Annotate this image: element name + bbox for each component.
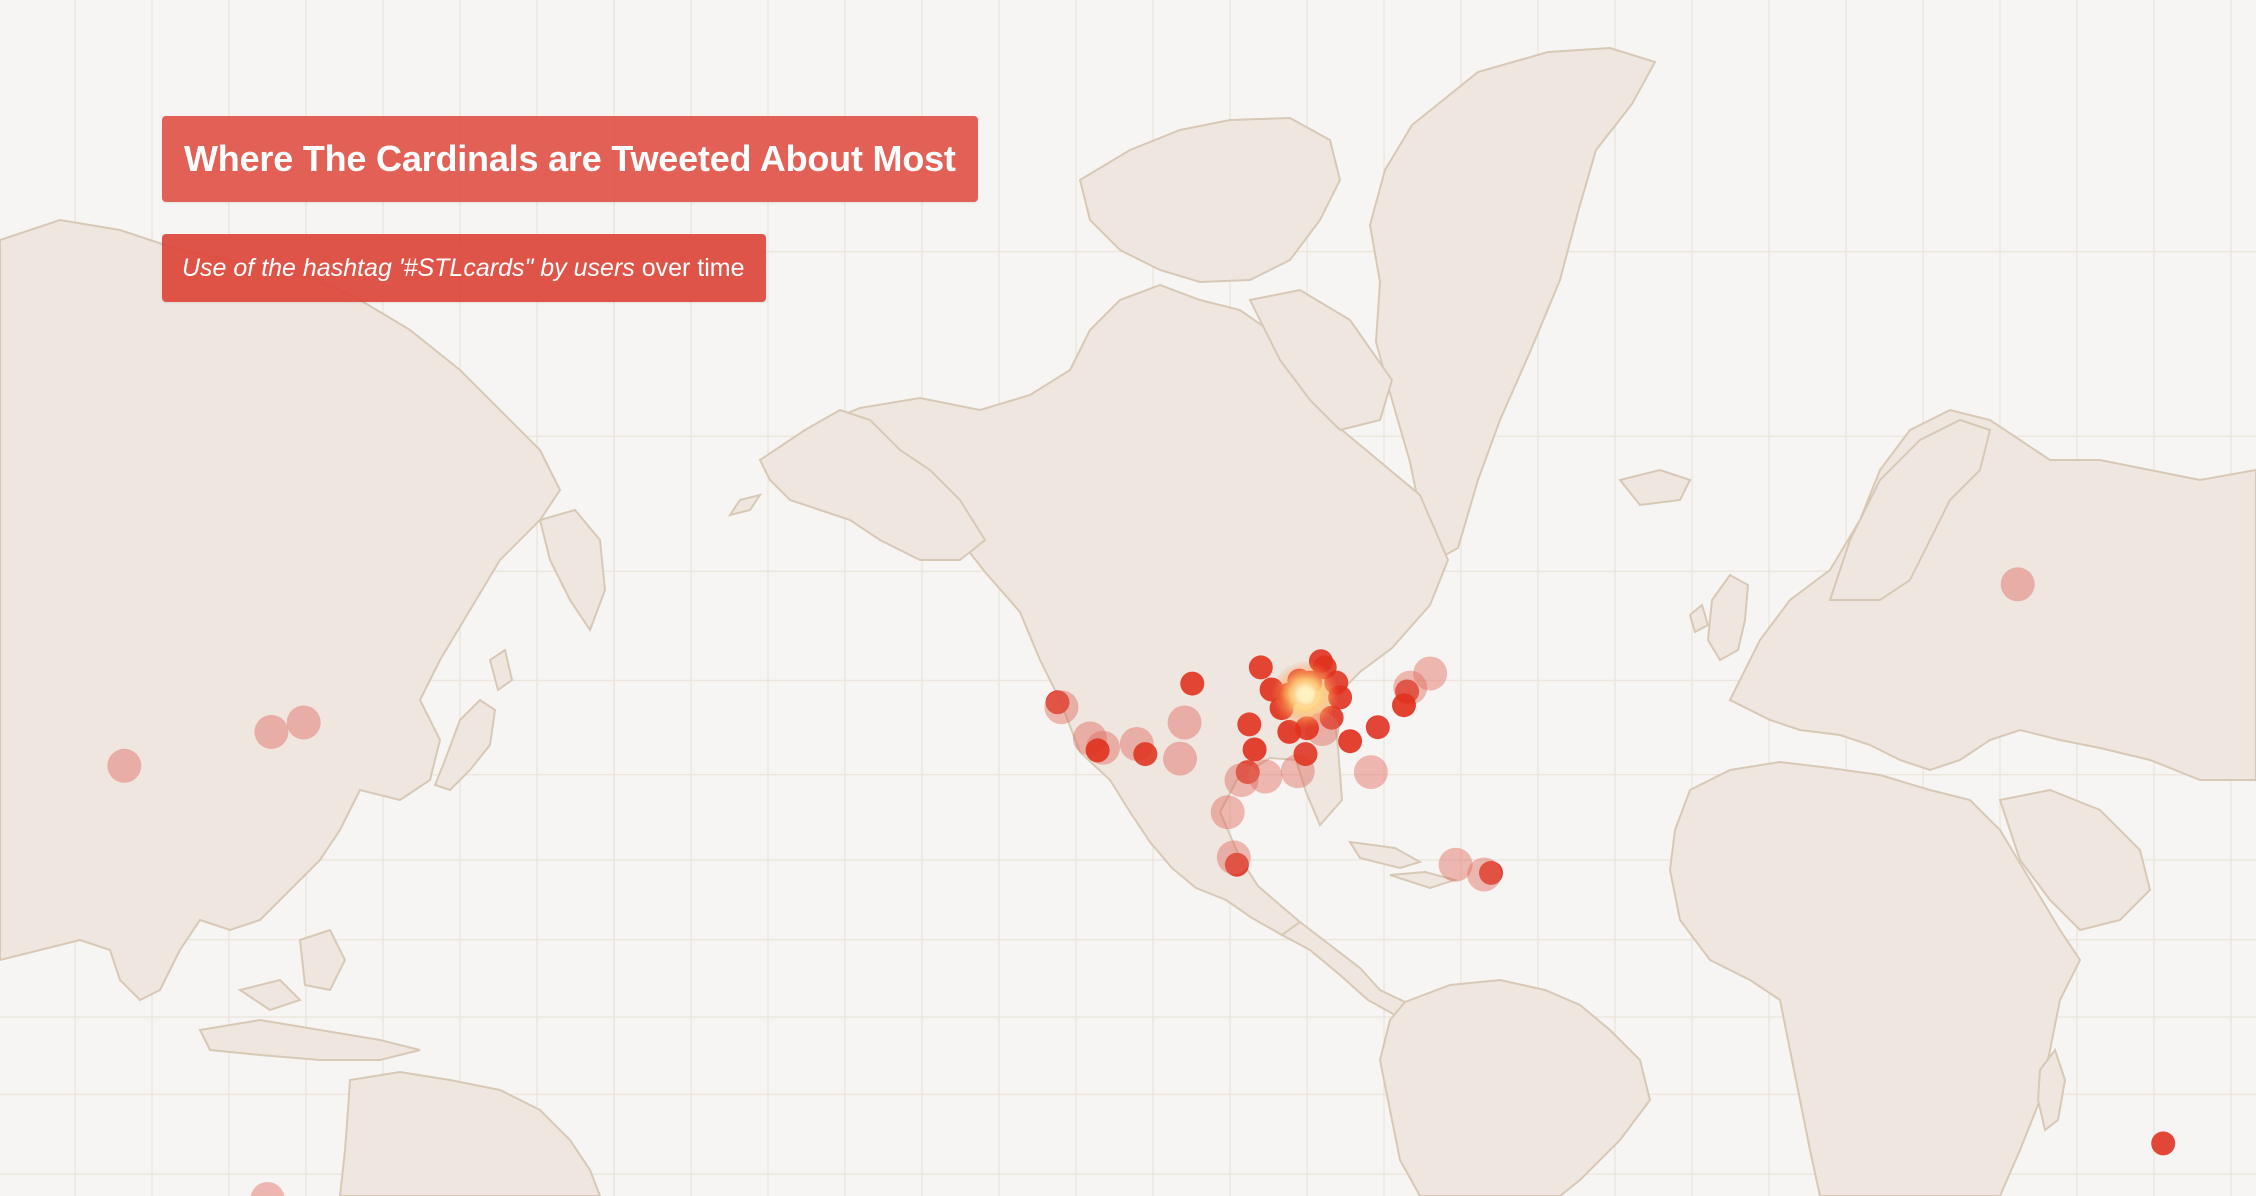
tweet-point[interactable] [1180, 671, 1205, 696]
tweet-point[interactable] [1392, 693, 1416, 718]
tweet-point[interactable] [1133, 742, 1158, 767]
tweet-point[interactable] [254, 714, 289, 749]
tweet-point[interactable] [1224, 852, 1249, 877]
map-title: Where The Cardinals are Tweeted About Mo… [162, 116, 978, 202]
map-subtitle: Use of the hashtag '#STLcards" by users … [162, 234, 766, 302]
tweet-point[interactable] [1224, 763, 1259, 798]
subtitle-plain-text: over time [634, 253, 745, 282]
tweet-point[interactable] [1237, 712, 1262, 737]
tweet-point[interactable] [1479, 860, 1503, 885]
land-australia [338, 1070, 602, 1196]
tweet-point[interactable] [2151, 1131, 2176, 1156]
tweet-point[interactable] [1413, 656, 1448, 691]
land-japan [433, 648, 514, 792]
land-southeast-asia-islands [198, 928, 421, 1061]
land-layer [0, 46, 2256, 1196]
land-madagascar [2036, 1047, 2067, 1132]
tweet-point[interactable] [107, 748, 142, 783]
land-greenland [1368, 46, 1657, 560]
land-south-america [1378, 978, 1652, 1196]
tweet-point[interactable] [1365, 715, 1390, 740]
tweet-point[interactable] [1167, 705, 1202, 740]
tweet-point[interactable] [1438, 847, 1473, 882]
hotspot-core [1296, 685, 1315, 704]
hotspot-layer [1271, 660, 1340, 729]
tweet-point[interactable] [1235, 760, 1260, 785]
tweet-point[interactable] [1353, 755, 1388, 790]
land-arabia [1998, 788, 2152, 932]
land-british-isles [1688, 573, 1750, 662]
land-arctic-islands [1078, 116, 1342, 284]
tweet-point[interactable] [250, 1182, 285, 1196]
tweet-point[interactable] [1293, 742, 1318, 767]
land-europe [1728, 408, 2256, 781]
tweet-point[interactable] [1163, 741, 1197, 776]
subtitle-italic-text: Use of the hashtag '#STLcards" by users [182, 253, 635, 282]
tweet-point[interactable] [1467, 857, 1502, 892]
tweet-point[interactable] [1210, 795, 1245, 830]
land-kamchatka [538, 508, 607, 633]
land-iceland [1618, 468, 1692, 507]
tweet-point[interactable] [286, 705, 321, 740]
map-title-text: Where The Cardinals are Tweeted About Mo… [184, 138, 956, 179]
land-alaska [727, 408, 987, 561]
tweet-point[interactable] [2000, 567, 2035, 602]
land-caribbean [1348, 840, 1459, 890]
land-north-america [802, 283, 1450, 937]
tweet-point[interactable] [1248, 759, 1283, 794]
tweet-point[interactable] [1242, 737, 1267, 762]
tweet-point[interactable] [1044, 690, 1079, 725]
tweet-point[interactable] [1338, 729, 1363, 754]
tweet-point[interactable] [1248, 655, 1273, 680]
tweet-point[interactable] [1216, 840, 1251, 875]
tweet-point[interactable] [1045, 690, 1070, 715]
land-scandinavia [1828, 418, 1992, 601]
land-baffin-island [1248, 288, 1394, 432]
tweet-point[interactable] [1085, 738, 1110, 763]
